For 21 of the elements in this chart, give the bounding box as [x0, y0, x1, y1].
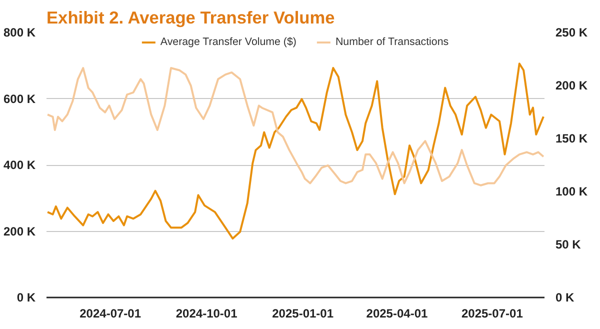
y2-tick-label: 150 K	[556, 132, 588, 146]
y2-tick-label: 200 K	[556, 78, 588, 92]
y2-tick-label: 100 K	[556, 184, 588, 198]
chart-title: Exhibit 2. Average Transfer Volume	[46, 8, 336, 28]
y-tick-label: 400 K	[3, 158, 36, 172]
y-tick-label: 200 K	[3, 224, 36, 238]
x-tick-label: 2024-10-01	[176, 306, 238, 320]
x-tick-label: 2025-04-01	[366, 306, 428, 320]
y-tick-label: 600 K	[3, 92, 36, 106]
y-tick-label: 0 K	[16, 290, 36, 304]
x-tick-label: 2025-01-01	[272, 306, 334, 320]
line-series	[46, 62, 544, 240]
legend-label: Number of Transactions	[335, 36, 449, 48]
line-series	[46, 67, 544, 186]
x-tick-label: 2024-07-01	[80, 306, 142, 320]
y2-tick-label: 50 K	[556, 238, 582, 252]
y-tick-label: 800 K	[3, 26, 36, 40]
y2-tick-label: 0 K	[556, 290, 575, 304]
y2-tick-label: 250 K	[556, 26, 588, 40]
legend-label: Average Transfer Volume ($)	[160, 36, 296, 48]
x-tick-label: 2025-07-01	[462, 306, 524, 320]
